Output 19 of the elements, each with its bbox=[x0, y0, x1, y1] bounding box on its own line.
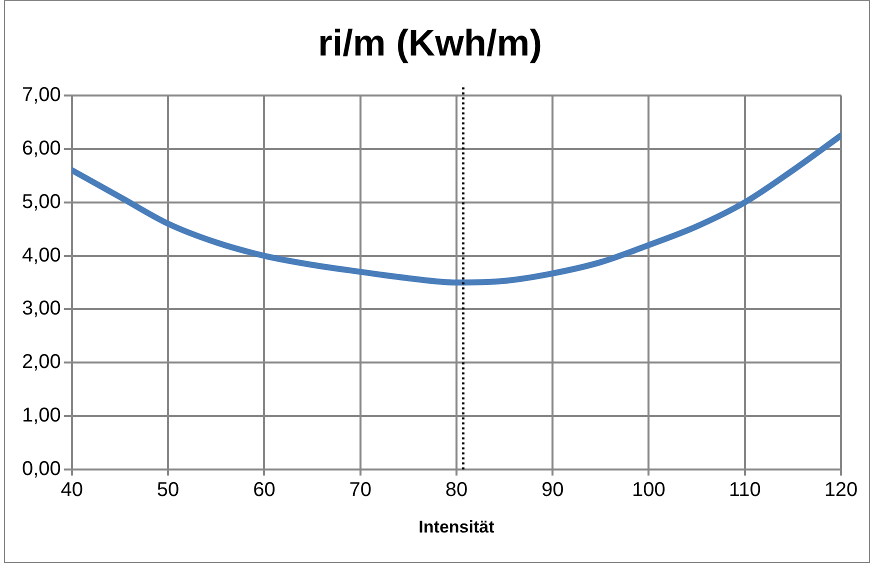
x-tick-label: 60 bbox=[253, 479, 276, 502]
x-tick-label: 100 bbox=[632, 479, 666, 502]
x-tick-label: 50 bbox=[156, 479, 180, 502]
x-axis-title: Intensität bbox=[418, 517, 495, 536]
chart-title: ri/m (Kwh/m) bbox=[318, 22, 542, 64]
x-tick-label: 120 bbox=[824, 479, 858, 502]
y-tick-label: 4,00 bbox=[22, 244, 61, 266]
x-tick-label: 90 bbox=[541, 479, 564, 502]
y-tick-label: 6,00 bbox=[22, 137, 61, 160]
y-tick-label: 3,00 bbox=[22, 298, 61, 320]
y-tick-label: 7,00 bbox=[22, 84, 61, 106]
x-tick-label: 80 bbox=[445, 479, 468, 502]
x-tick-label: 70 bbox=[349, 479, 372, 502]
x-tick-label: 40 bbox=[60, 479, 84, 502]
x-tick-label: 110 bbox=[728, 479, 761, 502]
y-tick-label: 5,00 bbox=[22, 190, 61, 213]
y-tick-label: 1,00 bbox=[22, 404, 61, 427]
y-tick-label: 2,00 bbox=[22, 351, 61, 374]
y-tick-label: 0,00 bbox=[22, 458, 61, 480]
